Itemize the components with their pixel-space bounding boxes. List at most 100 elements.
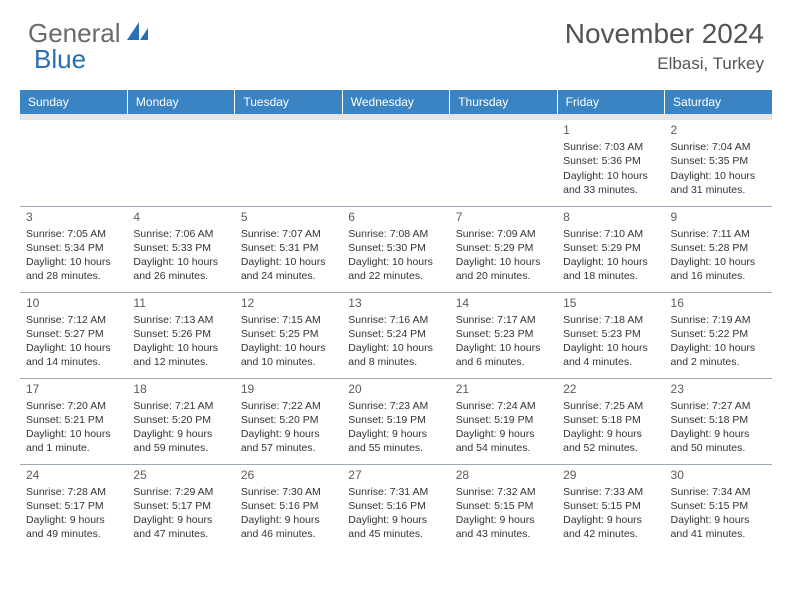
day-info-line: Sunrise: 7:15 AM <box>241 313 336 327</box>
day-info-line: and 2 minutes. <box>671 355 766 369</box>
day-number: 2 <box>671 122 766 138</box>
day-info-line: Daylight: 10 hours <box>456 341 551 355</box>
day-cell: 23Sunrise: 7:27 AMSunset: 5:18 PMDayligh… <box>665 378 772 464</box>
day-info-line: Sunset: 5:15 PM <box>456 499 551 513</box>
calendar-body: 1Sunrise: 7:03 AMSunset: 5:36 PMDaylight… <box>20 114 772 550</box>
calendar-week-row: 1Sunrise: 7:03 AMSunset: 5:36 PMDaylight… <box>20 120 772 206</box>
day-info-line: Sunrise: 7:11 AM <box>671 227 766 241</box>
title-block: November 2024 Elbasi, Turkey <box>565 18 764 74</box>
day-info-line: Sunset: 5:15 PM <box>563 499 658 513</box>
day-info-line: Daylight: 9 hours <box>456 427 551 441</box>
day-number: 30 <box>671 467 766 483</box>
day-info-line: Sunset: 5:19 PM <box>456 413 551 427</box>
calendar-week-row: 17Sunrise: 7:20 AMSunset: 5:21 PMDayligh… <box>20 378 772 464</box>
calendar-header-row: Sunday Monday Tuesday Wednesday Thursday… <box>20 90 772 114</box>
day-info-line: Sunset: 5:16 PM <box>241 499 336 513</box>
day-info-line: Sunrise: 7:09 AM <box>456 227 551 241</box>
day-info-line: Sunset: 5:20 PM <box>133 413 228 427</box>
day-info-line: and 8 minutes. <box>348 355 443 369</box>
day-info-line: Daylight: 10 hours <box>133 341 228 355</box>
day-number: 8 <box>563 209 658 225</box>
day-info-line: Daylight: 10 hours <box>348 341 443 355</box>
day-cell: 21Sunrise: 7:24 AMSunset: 5:19 PMDayligh… <box>450 378 557 464</box>
day-info-line: Sunrise: 7:33 AM <box>563 485 658 499</box>
day-cell: 4Sunrise: 7:06 AMSunset: 5:33 PMDaylight… <box>127 206 234 292</box>
weekday-header: Friday <box>557 90 664 114</box>
day-cell: 11Sunrise: 7:13 AMSunset: 5:26 PMDayligh… <box>127 292 234 378</box>
calendar-week-row: 24Sunrise: 7:28 AMSunset: 5:17 PMDayligh… <box>20 464 772 550</box>
day-info-line: and 41 minutes. <box>671 527 766 541</box>
day-cell: 12 Sunrise: 7:15 AMSunset: 5:25 PMDayligh… <box>235 292 342 378</box>
day-cell: 2Sunrise: 7:04 AMSunset: 5:35 PMDaylight… <box>665 120 772 206</box>
day-info-line: Sunrise: 7:19 AM <box>671 313 766 327</box>
day-info-line: Daylight: 10 hours <box>563 341 658 355</box>
day-info-line: Sunset: 5:19 PM <box>348 413 443 427</box>
day-info-line: and 31 minutes. <box>671 183 766 197</box>
weekday-header: Wednesday <box>342 90 449 114</box>
day-number: 28 <box>456 467 551 483</box>
day-info-line: and 6 minutes. <box>456 355 551 369</box>
day-info-line: Sunset: 5:31 PM <box>241 241 336 255</box>
day-number: 21 <box>456 381 551 397</box>
day-info-line: Daylight: 9 hours <box>241 427 336 441</box>
day-info-line: Sunrise: 7:20 AM <box>26 399 121 413</box>
day-info-line: and 14 minutes. <box>26 355 121 369</box>
day-info-line: and 47 minutes. <box>133 527 228 541</box>
day-info-line: Sunrise: 7:04 AM <box>671 140 766 154</box>
day-info-line: Sunset: 5:21 PM <box>26 413 121 427</box>
day-info-line: and 16 minutes. <box>671 269 766 283</box>
weekday-header: Sunday <box>20 90 127 114</box>
empty-day <box>342 120 449 206</box>
day-info-line: Sunrise: 7:21 AM <box>133 399 228 413</box>
calendar-week-row: 10Sunrise: 7:12 AMSunset: 5:27 PMDayligh… <box>20 292 772 378</box>
day-info-line: Daylight: 10 hours <box>563 255 658 269</box>
day-info-line: and 4 minutes. <box>563 355 658 369</box>
day-info-line: Sunrise: 7:07 AM <box>241 227 336 241</box>
day-number: 7 <box>456 209 551 225</box>
day-number: 18 <box>133 381 228 397</box>
day-number: 1 <box>563 122 658 138</box>
day-info-line: and 12 minutes. <box>133 355 228 369</box>
day-info-line: and 28 minutes. <box>26 269 121 283</box>
day-cell: 10Sunrise: 7:12 AMSunset: 5:27 PMDayligh… <box>20 292 127 378</box>
day-number: 4 <box>133 209 228 225</box>
day-number: 23 <box>671 381 766 397</box>
day-number: 10 <box>26 295 121 311</box>
day-info-line: Sunrise: 7:23 AM <box>348 399 443 413</box>
empty-day <box>235 120 342 206</box>
day-info-line: Sunset: 5:15 PM <box>671 499 766 513</box>
day-info-line: and 20 minutes. <box>456 269 551 283</box>
day-info-line: Sunrise: 7:27 AM <box>671 399 766 413</box>
day-info-line: Sunset: 5:33 PM <box>133 241 228 255</box>
day-info-line: Daylight: 9 hours <box>348 513 443 527</box>
day-info-line: Sunrise: 7:08 AM <box>348 227 443 241</box>
day-info-line: Sunrise: 7:18 AM <box>563 313 658 327</box>
day-cell: 22Sunrise: 7:25 AMSunset: 5:18 PMDayligh… <box>557 378 664 464</box>
day-info-line: Sunrise: 7:29 AM <box>133 485 228 499</box>
day-cell: 13Sunrise: 7:16 AMSunset: 5:24 PMDayligh… <box>342 292 449 378</box>
day-info-line: Daylight: 10 hours <box>241 255 336 269</box>
day-info-line: and 59 minutes. <box>133 441 228 455</box>
day-info-line: Daylight: 9 hours <box>563 513 658 527</box>
day-number: 5 <box>241 209 336 225</box>
day-info-line: and 10 minutes. <box>241 355 336 369</box>
day-info-line: Sunset: 5:23 PM <box>563 327 658 341</box>
day-cell: 18Sunrise: 7:21 AMSunset: 5:20 PMDayligh… <box>127 378 234 464</box>
day-info-line: Sunrise: 7:28 AM <box>26 485 121 499</box>
day-info-line: and 42 minutes. <box>563 527 658 541</box>
day-cell: 30Sunrise: 7:34 AMSunset: 5:15 PMDayligh… <box>665 464 772 550</box>
day-cell: 3Sunrise: 7:05 AMSunset: 5:34 PMDaylight… <box>20 206 127 292</box>
day-number: 12 <box>241 295 336 311</box>
day-info-line: Sunset: 5:25 PM <box>241 327 336 341</box>
day-number: 20 <box>348 381 443 397</box>
day-cell: 17Sunrise: 7:20 AMSunset: 5:21 PMDayligh… <box>20 378 127 464</box>
day-info-line: Sunset: 5:23 PM <box>456 327 551 341</box>
day-info-line: and 55 minutes. <box>348 441 443 455</box>
header: General November 2024 Elbasi, Turkey <box>0 0 792 82</box>
day-info-line: Daylight: 10 hours <box>241 341 336 355</box>
day-info-line: and 52 minutes. <box>563 441 658 455</box>
day-info-line: Sunset: 5:34 PM <box>26 241 121 255</box>
day-info-line: Sunset: 5:24 PM <box>348 327 443 341</box>
day-info-line: and 26 minutes. <box>133 269 228 283</box>
day-info-line: Sunset: 5:18 PM <box>671 413 766 427</box>
